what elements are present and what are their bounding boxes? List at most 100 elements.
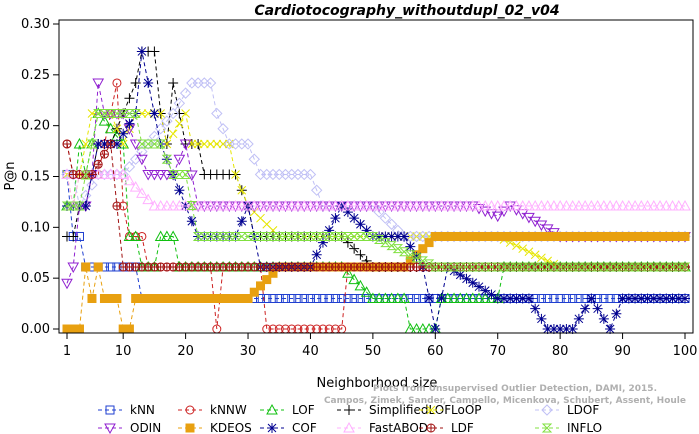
data-point-fastabod (373, 199, 385, 211)
data-point-ldf (99, 149, 109, 159)
data-point-loop (112, 124, 122, 134)
data-point-inflo (99, 108, 110, 118)
y-tick-label: 0.15 (21, 170, 50, 185)
data-point-fastabod (604, 199, 616, 211)
legend-label: SimplifiedLOF (369, 403, 451, 417)
data-point-ldf (106, 139, 116, 149)
data-point-cof (355, 219, 366, 230)
data-point-inflo (554, 262, 566, 272)
data-point-knn (274, 294, 284, 303)
data-point-knn (299, 294, 309, 303)
data-point-fastabod (354, 199, 367, 211)
legend-item-odin: ODIN (98, 421, 161, 434)
data-point-fastabod (647, 199, 660, 211)
data-point-fastabod (441, 199, 454, 211)
data-point-inflo (68, 201, 79, 211)
data-point-fastabod (379, 199, 392, 211)
data-point-simplifiedlof (349, 243, 360, 254)
data-point-ldof (242, 138, 254, 150)
data-point-odin (173, 154, 186, 166)
data-point-inflo (642, 262, 653, 272)
data-point-lof (342, 267, 354, 278)
legend-swatch-marker (267, 423, 277, 433)
data-point-fastabod (367, 199, 379, 211)
data-point-inflo (61, 201, 73, 211)
data-point-knn (293, 294, 303, 303)
data-point-cof (386, 231, 397, 242)
data-point-inflo (224, 231, 235, 241)
data-point-fastabod (423, 199, 435, 211)
data-point-kdeos (124, 324, 134, 334)
data-point-inflo (573, 262, 585, 272)
data-point-ldof (142, 138, 154, 150)
data-point-odin (491, 211, 504, 223)
data-point-cof (580, 303, 591, 314)
data-point-lof (123, 230, 136, 241)
legend-label: kNN (130, 403, 155, 417)
data-point-knn (324, 294, 334, 303)
data-point-ldof (123, 161, 136, 173)
data-point-fastabod (454, 199, 467, 211)
data-point-fastabod (267, 199, 279, 211)
data-point-loop (206, 139, 215, 149)
data-point-fastabod (498, 199, 510, 211)
legend-swatch-marker (541, 423, 553, 433)
data-point-simplifiedlof (149, 46, 160, 57)
data-point-fastabod (235, 199, 248, 211)
data-point-inflo (405, 250, 416, 260)
data-point-cof (667, 293, 678, 304)
data-point-fastabod (473, 199, 485, 211)
data-point-cof (317, 237, 328, 248)
data-point-ldof (204, 77, 217, 89)
data-point-cof (236, 216, 247, 227)
legend-label: INFLO (567, 421, 602, 434)
data-point-inflo (155, 139, 166, 149)
data-point-fastabod (342, 199, 354, 211)
data-point-fastabod (460, 199, 473, 211)
data-point-kdeos (680, 231, 690, 241)
series-kdeos (62, 231, 690, 334)
data-point-inflo (586, 262, 597, 272)
data-point-loop (530, 250, 540, 260)
data-point-cof (642, 293, 653, 304)
data-point-loop (81, 139, 91, 149)
data-point-inflo (498, 262, 510, 272)
data-point-inflo (299, 231, 310, 241)
data-point-inflo (392, 244, 404, 254)
legend-item-inflo: INFLO (535, 421, 602, 434)
data-point-fastabod (154, 199, 167, 211)
data-point-fastabod (173, 199, 186, 211)
legend-swatch-marker (344, 405, 354, 415)
data-point-cof (505, 293, 516, 304)
data-point-fastabod (591, 199, 604, 211)
data-point-inflo (673, 262, 684, 272)
data-point-inflo (604, 262, 616, 272)
data-point-inflo (511, 262, 522, 272)
data-point-knn (355, 294, 365, 303)
data-point-cof (542, 324, 553, 334)
watermark-line-2: Campos, Zimek, Sander, Campello, Micenko… (324, 396, 686, 406)
data-point-fastabod (510, 199, 523, 211)
data-point-cof (118, 128, 129, 139)
data-point-inflo (367, 231, 379, 241)
legend-item-simplifiedlof: SimplifiedLOF (337, 403, 451, 417)
data-point-fastabod (535, 199, 548, 211)
data-point-cof (561, 324, 572, 334)
data-point-fastabod (292, 199, 304, 211)
data-point-cof (311, 249, 322, 260)
data-point-cof (617, 293, 628, 304)
data-point-cof (523, 293, 534, 304)
data-point-ldof (173, 97, 186, 110)
data-point-fastabod (117, 168, 130, 179)
data-point-fastabod (435, 199, 448, 211)
data-point-ldof (179, 87, 192, 99)
data-point-ldof (86, 179, 98, 191)
data-point-loop (168, 129, 178, 139)
data-point-lof (154, 230, 167, 241)
data-point-cof (605, 324, 616, 334)
data-point-inflo (130, 108, 141, 118)
data-point-lof (460, 292, 473, 303)
data-point-fastabod (504, 199, 517, 211)
data-point-inflo (348, 231, 360, 241)
legend-item-kdeos: KDEOS (178, 421, 252, 434)
